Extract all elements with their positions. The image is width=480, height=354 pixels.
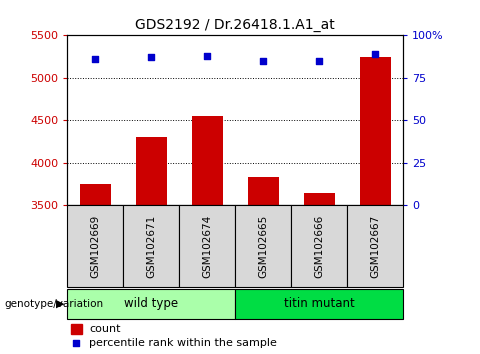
Bar <box>71 324 83 334</box>
Bar <box>235 289 403 319</box>
Text: GSM102671: GSM102671 <box>146 215 156 278</box>
Text: GSM102665: GSM102665 <box>258 215 268 278</box>
Point <box>204 53 211 59</box>
Text: count: count <box>89 324 120 333</box>
Bar <box>304 193 335 205</box>
Bar <box>179 205 235 287</box>
Bar <box>248 177 278 205</box>
Bar <box>67 205 123 287</box>
Text: GSM102674: GSM102674 <box>202 215 212 278</box>
Text: GSM102667: GSM102667 <box>370 215 380 278</box>
Bar <box>136 137 167 205</box>
Text: wild type: wild type <box>124 297 178 310</box>
Text: genotype/variation: genotype/variation <box>5 298 104 309</box>
Bar <box>123 205 179 287</box>
Text: titin mutant: titin mutant <box>284 297 355 310</box>
Point <box>147 55 155 60</box>
Bar <box>291 205 347 287</box>
Point <box>372 51 379 57</box>
Text: GSM102666: GSM102666 <box>314 215 324 278</box>
Point <box>91 56 99 62</box>
Bar <box>347 205 403 287</box>
Text: GSM102669: GSM102669 <box>90 215 100 278</box>
Bar <box>67 289 235 319</box>
Bar <box>192 116 223 205</box>
Bar <box>235 205 291 287</box>
Point <box>259 58 267 64</box>
Point <box>72 340 80 346</box>
Text: percentile rank within the sample: percentile rank within the sample <box>89 338 277 348</box>
Bar <box>80 184 110 205</box>
Bar <box>360 57 391 205</box>
Point <box>315 58 323 64</box>
Title: GDS2192 / Dr.26418.1.A1_at: GDS2192 / Dr.26418.1.A1_at <box>135 18 335 32</box>
Text: ▶: ▶ <box>56 298 65 309</box>
